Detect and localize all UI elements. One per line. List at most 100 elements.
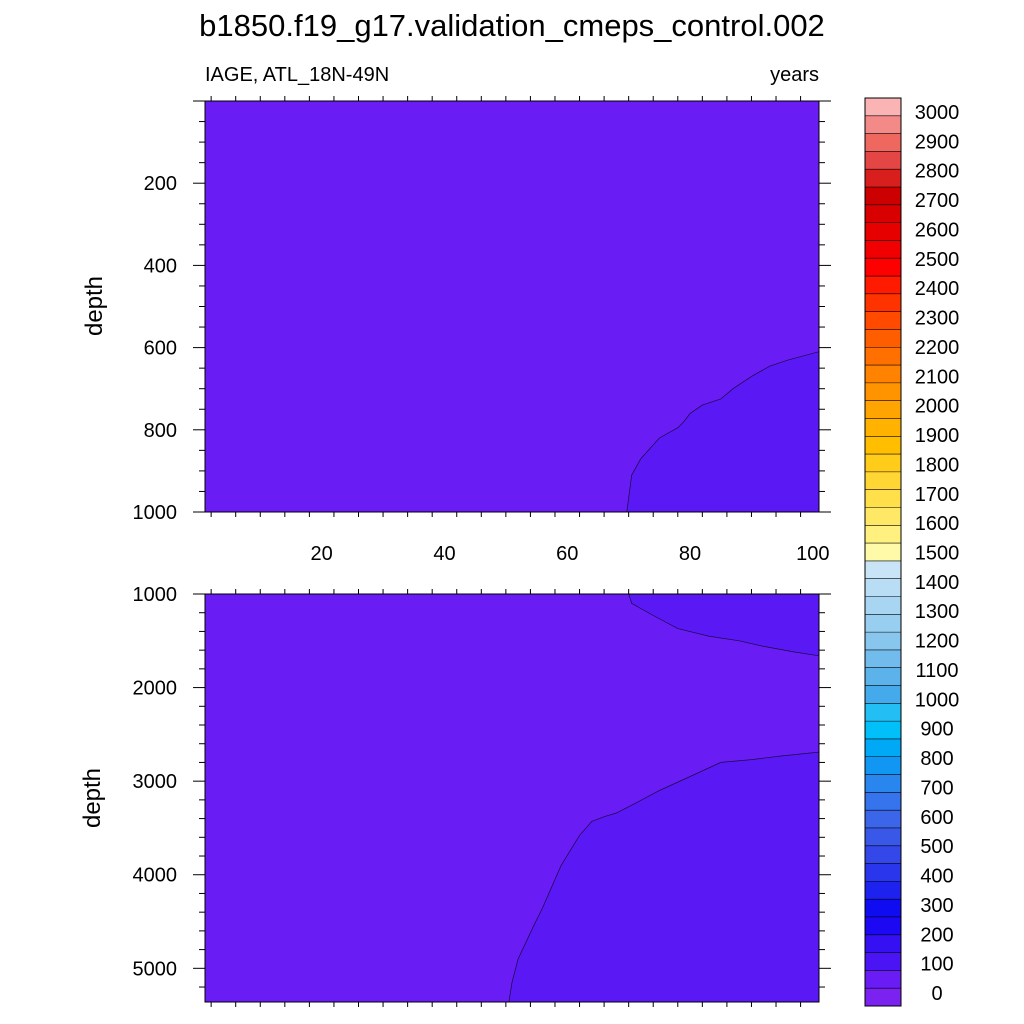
colorbar-swatch xyxy=(865,258,901,277)
y-tick-label: 4000 xyxy=(133,865,178,887)
colorbar-label: 800 xyxy=(920,748,953,770)
colorbar-label: 1900 xyxy=(915,425,960,447)
colorbar-label: 1100 xyxy=(915,660,958,682)
colorbar-label: 700 xyxy=(920,777,953,799)
contour-region xyxy=(628,594,819,656)
colorbar-swatch xyxy=(865,454,901,473)
colorbar-label: 2100 xyxy=(915,366,960,388)
contour-line xyxy=(626,351,819,512)
colorbar-swatch xyxy=(865,952,901,971)
colorbar-label: 300 xyxy=(920,895,953,917)
colorbar-swatch xyxy=(865,774,901,793)
colorbar-swatch xyxy=(865,685,901,704)
colorbar-label: 900 xyxy=(920,719,953,741)
y-tick-label: 2000 xyxy=(133,678,178,700)
colorbar-label: 1600 xyxy=(915,513,960,535)
colorbar-label: 500 xyxy=(920,836,953,858)
contour-line xyxy=(628,594,819,657)
colorbar-swatch xyxy=(865,543,901,562)
units-label: years xyxy=(770,64,819,86)
colorbar-swatch xyxy=(865,329,901,348)
colorbar-swatch xyxy=(865,436,901,455)
y-tick-label: 1000 xyxy=(133,502,178,524)
colorbar-label: 1700 xyxy=(915,484,960,506)
colorbar-swatch xyxy=(865,738,901,758)
colorbar-swatch xyxy=(865,98,901,117)
colorbar-swatch xyxy=(865,418,901,437)
x-tick-label: 20 xyxy=(311,543,333,565)
colorbar-label: 400 xyxy=(920,866,953,888)
y-tick-label: 600 xyxy=(144,338,177,360)
x-tick-label: 60 xyxy=(556,543,578,565)
colorbar-swatch xyxy=(865,899,901,918)
colorbar-swatch xyxy=(865,293,901,312)
y-tick-label: 800 xyxy=(144,420,177,442)
colorbar-label: 600 xyxy=(920,807,953,829)
colorbar-swatch xyxy=(865,810,901,829)
y-tick-label: 200 xyxy=(144,173,177,195)
colorbar-label: 2200 xyxy=(915,337,960,359)
colorbar-label: 200 xyxy=(920,924,953,946)
colorbar-swatch xyxy=(865,276,901,295)
colorbar-label: 3000 xyxy=(915,102,960,124)
colorbar-swatch xyxy=(865,382,901,401)
colorbar-swatch xyxy=(865,471,901,490)
colorbar-label: 0 xyxy=(931,983,942,1005)
colorbar-swatch xyxy=(865,187,901,206)
colorbar-swatch xyxy=(865,703,901,722)
y-tick-label: 400 xyxy=(144,255,177,277)
colorbar-swatch xyxy=(865,560,901,579)
colorbar-label: 2800 xyxy=(915,161,960,183)
colorbar-swatch xyxy=(865,365,901,384)
colorbar-swatch xyxy=(865,988,901,1007)
colorbar-swatch xyxy=(865,881,901,900)
colorbar-swatch xyxy=(865,863,901,882)
colorbar-label: 2000 xyxy=(915,396,960,418)
upper-y-axis-label: depth xyxy=(81,276,108,336)
colorbar-swatch xyxy=(865,632,901,651)
y-tick-label: 1000 xyxy=(133,584,178,606)
colorbar-swatch xyxy=(865,721,901,740)
colorbar-swatch xyxy=(865,204,901,223)
chart-title: b1850.f19_g17.validation_cmeps_control.0… xyxy=(199,8,825,43)
x-tick-label: 80 xyxy=(679,543,701,565)
colorbar-swatch xyxy=(865,916,901,936)
variable-label: IAGE, ATL_18N-49N xyxy=(205,64,389,86)
colorbar-swatch xyxy=(865,756,901,775)
panel-frame xyxy=(204,593,820,1003)
colorbar-label: 2300 xyxy=(915,308,960,330)
colorbar-swatch xyxy=(865,596,901,615)
upper-panel: 20 40 60 80 100 200 400 600 800 1000 xyxy=(133,96,831,565)
colorbar-swatch xyxy=(865,970,901,989)
colorbar-swatch xyxy=(865,151,901,170)
colorbar-swatch xyxy=(865,649,901,669)
colorbar-label: 2600 xyxy=(915,220,960,242)
lower-panel: 1000 2000 3000 4000 5000 xyxy=(133,584,831,1007)
colorbar-swatch xyxy=(865,400,901,419)
contour-region xyxy=(626,351,819,512)
colorbar-swatch xyxy=(865,347,901,366)
colorbar-swatch xyxy=(865,240,901,259)
colorbar-label: 2700 xyxy=(915,190,960,212)
colorbar-label: 1800 xyxy=(915,454,960,476)
colorbar-swatch xyxy=(865,115,901,134)
colorbar-label: 1000 xyxy=(915,689,960,711)
colorbar-swatch xyxy=(865,169,901,188)
colorbar-label: 1200 xyxy=(915,631,960,653)
colorbar-swatch xyxy=(865,614,901,633)
colorbar-label: 2900 xyxy=(915,131,960,153)
colorbar-swatch xyxy=(865,578,901,597)
contour-line xyxy=(508,751,819,1002)
colorbar-swatch xyxy=(865,222,901,241)
colorbar-swatch xyxy=(865,934,901,953)
colorbar-swatch xyxy=(865,827,901,847)
colorbar-swatch xyxy=(865,507,901,526)
colorbar-label: 1500 xyxy=(915,543,960,565)
colorbar-swatch xyxy=(865,311,901,330)
x-tick-label: 40 xyxy=(433,543,455,565)
colorbar-label: 100 xyxy=(920,954,953,976)
colorbar-label: 1300 xyxy=(915,601,960,623)
colorbar-frame xyxy=(864,97,902,1007)
colorbar: 3000290028002700260025002400230022002100… xyxy=(864,97,960,1007)
